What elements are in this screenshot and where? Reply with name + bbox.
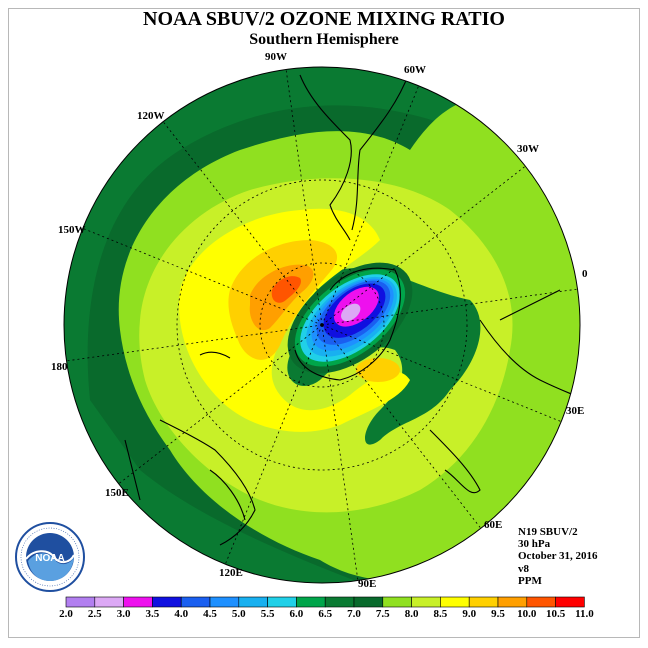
colorbar-tick-label: 5.0 xyxy=(231,608,246,620)
colorbar-cell xyxy=(65,596,96,608)
ozone-field xyxy=(64,67,580,583)
colorbar-cell xyxy=(526,596,556,608)
satellite-label: N19 SBUV/2 xyxy=(518,526,578,538)
meridians xyxy=(66,69,578,581)
colorbar-cell xyxy=(353,596,384,608)
latitude-circle xyxy=(259,262,385,388)
lon-label-60w: 60W xyxy=(404,64,426,76)
colorbar-tick-label: 2.5 xyxy=(87,608,102,620)
lon-label-150e: 150E xyxy=(105,487,129,499)
lon-label-60e: 60E xyxy=(484,519,503,531)
noaa-logo: NOAA xyxy=(15,522,85,592)
colorbar-cell xyxy=(123,596,153,608)
meridian-line xyxy=(321,324,562,423)
colorbar-tick-label: 4.0 xyxy=(174,608,189,620)
colorbar-tick-label: 8.5 xyxy=(433,608,448,620)
colorbar-tick-label: 7.0 xyxy=(347,608,361,620)
meridian-line xyxy=(118,324,323,485)
colorbar-tick-label: 11.0 xyxy=(575,608,594,620)
colorbar-tick-label: 8.0 xyxy=(404,608,419,620)
units-label: PPM xyxy=(518,574,542,587)
colorbar-cell xyxy=(555,596,585,608)
pressure-level-label: 30 hPa xyxy=(518,538,551,551)
colorbar-cell xyxy=(94,596,124,608)
lon-label-180: 180 xyxy=(51,361,68,373)
lon-label-30e: 30E xyxy=(566,405,585,417)
colorbar-cell xyxy=(468,596,499,608)
colorbar-cell xyxy=(180,596,211,608)
colorbar-cell xyxy=(382,596,412,608)
colorbar-tick-label: 2.0 xyxy=(59,608,73,620)
colorbar-tick-label: 6.5 xyxy=(318,608,333,620)
map-border xyxy=(63,66,581,584)
colorbar-cell xyxy=(324,596,355,608)
lon-label-0: 0 xyxy=(582,268,588,280)
colorbar-cells xyxy=(65,596,585,608)
meridian-line xyxy=(82,227,323,326)
field-9.0-east xyxy=(356,358,400,382)
colorbar-cell xyxy=(411,596,441,608)
colorbar-tick-label: 6.0 xyxy=(289,608,304,620)
lon-label-90w: 90W xyxy=(265,51,287,63)
field-10.0 xyxy=(271,276,301,303)
colorbar-tick-label: 4.5 xyxy=(203,608,217,620)
logo-text: NOAA xyxy=(35,553,64,564)
info-block: N19 SBUV/2 30 hPa October 31, 2016 v8 PP… xyxy=(518,526,598,587)
colorbar-cell xyxy=(238,596,268,608)
lon-label-30w: 30W xyxy=(517,143,539,155)
meridian-line xyxy=(321,165,526,326)
meridian-line xyxy=(224,324,323,565)
meridian-line xyxy=(321,85,420,326)
meridian-line xyxy=(162,121,323,326)
figure-frame xyxy=(8,8,640,638)
colorbar-tick-label: 10.0 xyxy=(517,608,537,620)
latitude-circle xyxy=(176,179,468,471)
colorbar-tick-label: 3.0 xyxy=(116,608,131,620)
date-label: October 31, 2016 xyxy=(518,550,598,563)
colorbar-tick-label: 5.5 xyxy=(260,608,275,620)
colorbar-tick-label: 9.0 xyxy=(462,608,477,620)
colorbar-tick-label: 7.5 xyxy=(375,608,390,620)
map-title: NOAA SBUV/2 OZONE MIXING RATIO xyxy=(143,8,505,30)
lon-label-150w: 150W xyxy=(58,224,86,236)
lon-label-120w: 120W xyxy=(137,110,165,122)
colorbar-tick-label: 10.5 xyxy=(545,608,566,620)
lon-label-90e: 90E xyxy=(358,578,377,590)
ozone-hole xyxy=(287,262,413,374)
meridian-line xyxy=(321,324,482,529)
field-8.5 xyxy=(179,208,410,432)
graticule xyxy=(66,69,578,581)
colorbar-cell xyxy=(267,596,297,608)
colorbar-tick-label: 9.5 xyxy=(491,608,505,620)
map-subtitle: Southern Hemisphere xyxy=(249,31,399,48)
lon-label-120e: 120E xyxy=(219,567,243,579)
colorbar-cell xyxy=(152,596,182,608)
colorbar-cell xyxy=(440,596,470,608)
colorbar-tick-label: 3.5 xyxy=(145,608,160,620)
colorbar-cell xyxy=(497,596,528,608)
version-label: v8 xyxy=(518,562,529,575)
colorbar-cell xyxy=(296,596,326,608)
colorbar-cell xyxy=(209,596,240,608)
